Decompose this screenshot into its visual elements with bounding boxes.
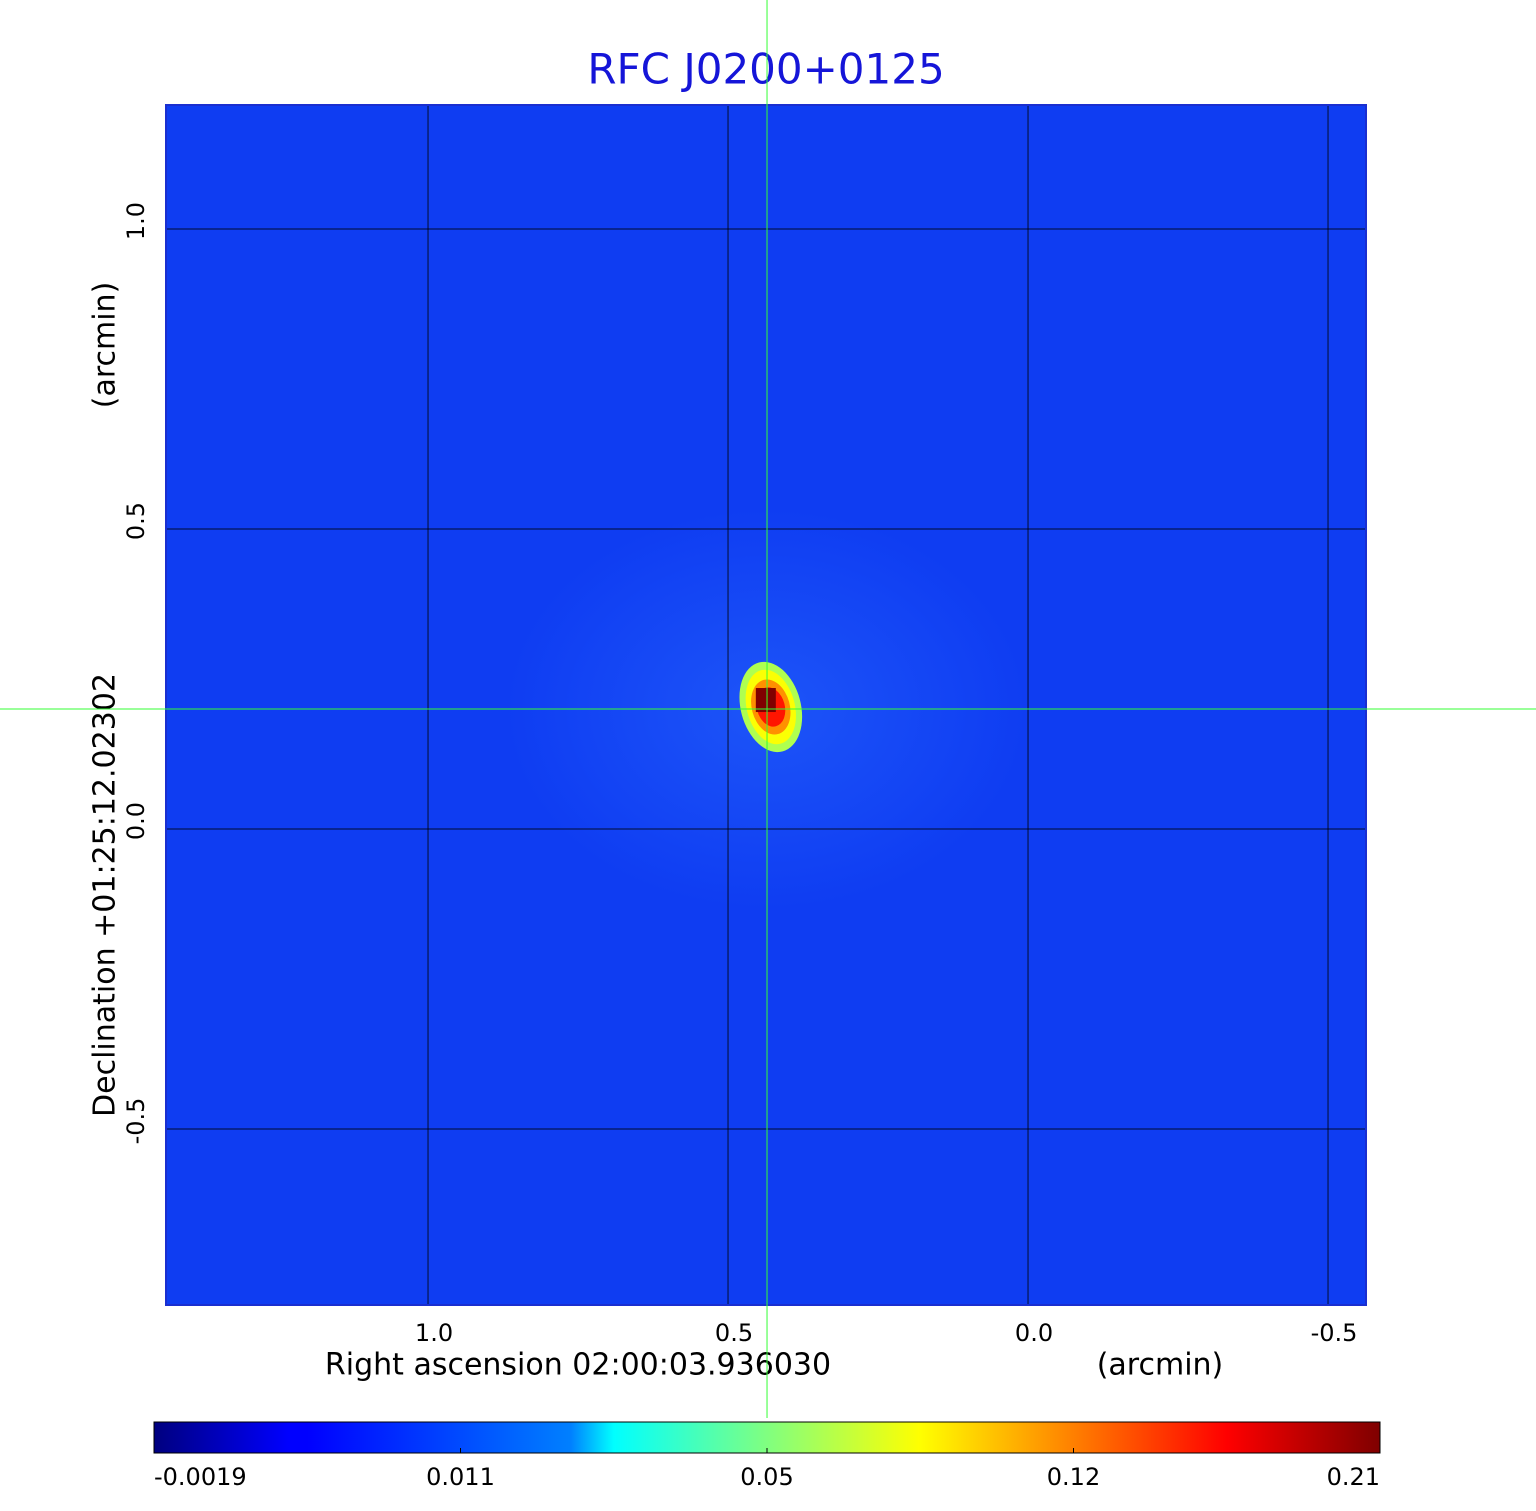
colorbar: [153, 1421, 1381, 1454]
x-axis-unit: (arcmin): [1097, 1348, 1224, 1383]
chart-title: RFC J0200+0125: [587, 45, 944, 94]
colorbar-tick-label: 0.05: [740, 1463, 793, 1491]
y-axis-unit: (arcmin): [88, 282, 123, 409]
y-tick-label: 0.0: [122, 802, 150, 840]
colorbar-tick-label: -0.0019: [154, 1463, 247, 1491]
x-tick-label: -0.5: [1311, 1319, 1358, 1347]
y-tick-label: 0.5: [122, 502, 150, 540]
colorbar-tick-label: 0.011: [426, 1463, 495, 1491]
colorbar-tick-label: 0.21: [1327, 1463, 1380, 1491]
y-tick-label: 1.0: [122, 202, 150, 240]
x-tick-label: 1.0: [415, 1319, 453, 1347]
y-axis-label: Declination +01:25:12.02302: [88, 673, 123, 1117]
x-axis-label: Right ascension 02:00:03.936030: [325, 1348, 831, 1383]
plot-frame: [165, 104, 1367, 1306]
y-tick-label: -0.5: [122, 1098, 150, 1145]
x-tick-label: 0.0: [1015, 1319, 1053, 1347]
x-tick-label: 0.5: [715, 1319, 753, 1347]
colorbar-tick-label: 0.12: [1047, 1463, 1100, 1491]
source-peak: [755, 688, 776, 713]
